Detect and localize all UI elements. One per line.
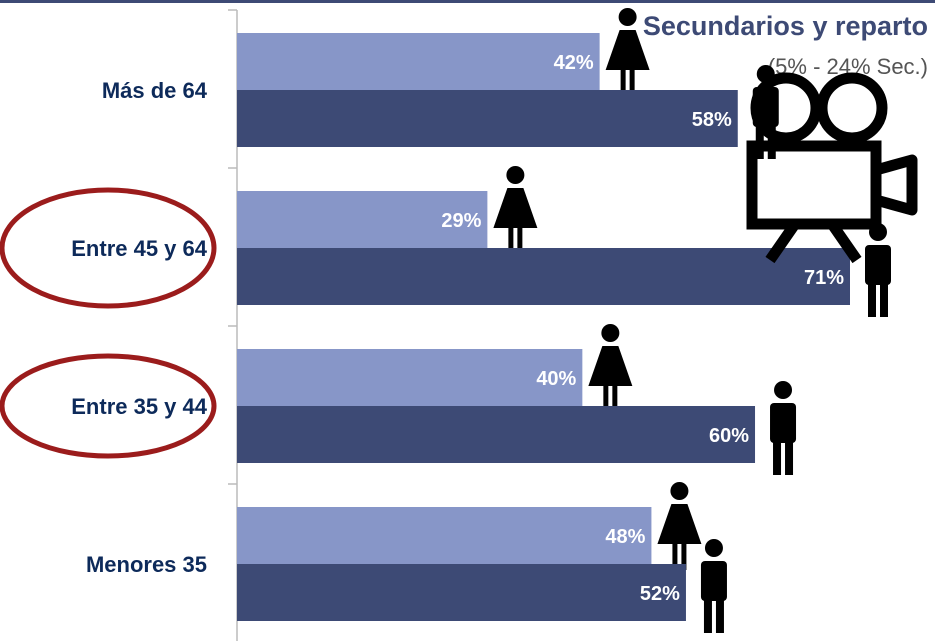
leg	[773, 439, 782, 475]
bar	[237, 191, 488, 248]
head	[774, 381, 793, 399]
body	[865, 245, 891, 285]
highlight-ellipse	[0, 353, 217, 459]
bar	[237, 564, 686, 621]
woman-icon	[605, 8, 650, 96]
value-label: 48%	[605, 526, 645, 548]
bar	[237, 406, 756, 463]
man-icon	[770, 381, 797, 475]
woman-icon	[657, 482, 702, 570]
value-label: 58%	[692, 109, 732, 131]
value-label: 71%	[804, 267, 844, 289]
woman-icon	[588, 324, 633, 412]
body	[700, 561, 727, 601]
woman-icon	[493, 166, 538, 254]
leg	[612, 384, 618, 412]
head	[601, 324, 620, 342]
camera-icon	[746, 72, 918, 264]
leg	[703, 597, 712, 633]
bar	[237, 349, 583, 406]
bar	[237, 33, 600, 90]
value-label: 42%	[554, 52, 594, 74]
leg	[629, 68, 635, 96]
leg	[880, 281, 888, 317]
value-label: 40%	[536, 368, 576, 390]
man-icon	[700, 539, 727, 633]
leg	[508, 226, 514, 254]
leg	[672, 542, 678, 570]
leg	[868, 281, 876, 317]
bar	[237, 90, 738, 147]
category-label: Más de 64	[102, 78, 208, 103]
head	[704, 539, 723, 557]
value-label: 29%	[441, 210, 481, 232]
head	[618, 8, 637, 26]
category-label: Menores 35	[86, 552, 207, 577]
leg	[603, 384, 609, 412]
man-icon	[865, 223, 891, 317]
top-border	[0, 0, 935, 3]
chart-title: Secundarios y reparto	[643, 11, 928, 41]
leg	[681, 542, 687, 570]
bar	[237, 507, 652, 564]
leg	[620, 68, 626, 96]
leg	[517, 226, 523, 254]
body	[588, 346, 633, 386]
bar	[237, 248, 850, 305]
category-label: Entre 35 y 44	[71, 394, 208, 419]
value-label: 52%	[640, 583, 680, 605]
value-label: 60%	[709, 425, 749, 447]
category-label: Entre 45 y 64	[71, 236, 208, 261]
leg	[785, 439, 794, 475]
body	[493, 188, 538, 228]
body	[605, 30, 650, 70]
body	[657, 504, 702, 544]
head	[670, 482, 689, 500]
highlight-ellipse	[0, 187, 217, 309]
head	[506, 166, 525, 184]
body	[770, 403, 797, 443]
leg	[715, 597, 724, 633]
